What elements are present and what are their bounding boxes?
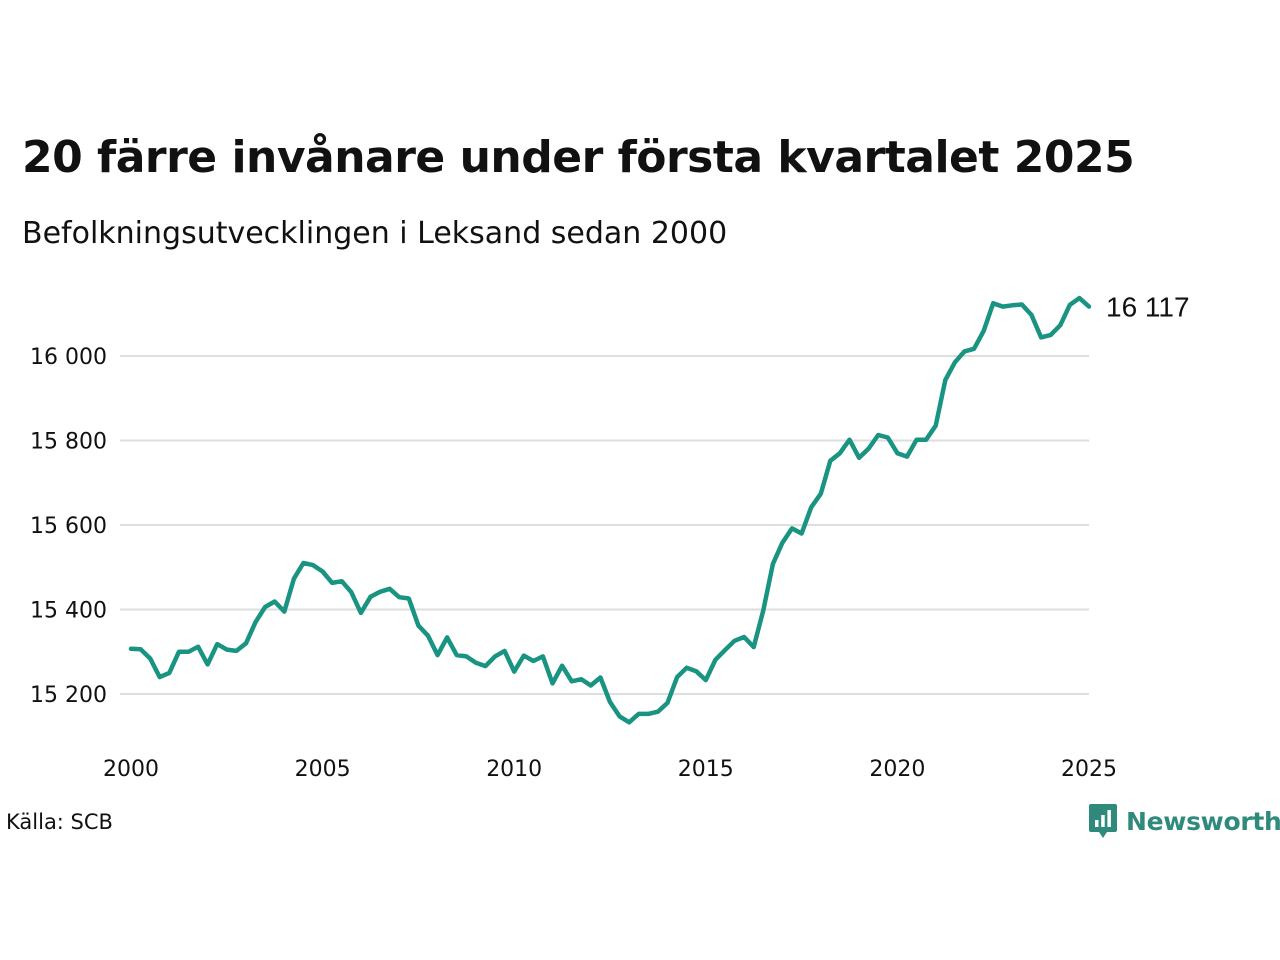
x-tick-label: 2010 — [486, 757, 542, 782]
chart-bubble-icon — [1089, 804, 1117, 838]
y-tick-label: 15 600 — [30, 514, 107, 539]
y-axis-ticks: 15 200 15 400 15 600 16 000 15 800 — [30, 345, 107, 708]
y-tick-label: 15 200 — [30, 683, 107, 708]
source-note: Källa: SCB — [6, 810, 113, 834]
x-tick-label: 2005 — [295, 757, 351, 782]
chart-title: 20 färre invånare under första kvartalet… — [22, 132, 1135, 183]
x-tick-label: 2015 — [678, 757, 734, 782]
y-tick-label: 16 000 — [30, 345, 107, 370]
y-tick-label: 15 400 — [30, 599, 107, 624]
x-tick-label: 2020 — [869, 757, 925, 782]
x-axis-ticks: 2000 2005 2010 2015 2020 2025 — [103, 757, 1117, 782]
brand-name: Newsworthy — [1126, 806, 1280, 836]
x-tick-label: 2025 — [1061, 757, 1117, 782]
brand-logo: Newsworthy — [1088, 802, 1280, 840]
y-tick-label: 15 800 — [30, 430, 107, 455]
x-tick-label: 2000 — [103, 757, 159, 782]
chart-subtitle: Befolkningsutvecklingen i Leksand sedan … — [22, 216, 728, 251]
population-series-line — [128, 295, 1092, 725]
grid-lines — [120, 355, 1089, 695]
end-value-label: 16 117 — [1106, 292, 1190, 323]
